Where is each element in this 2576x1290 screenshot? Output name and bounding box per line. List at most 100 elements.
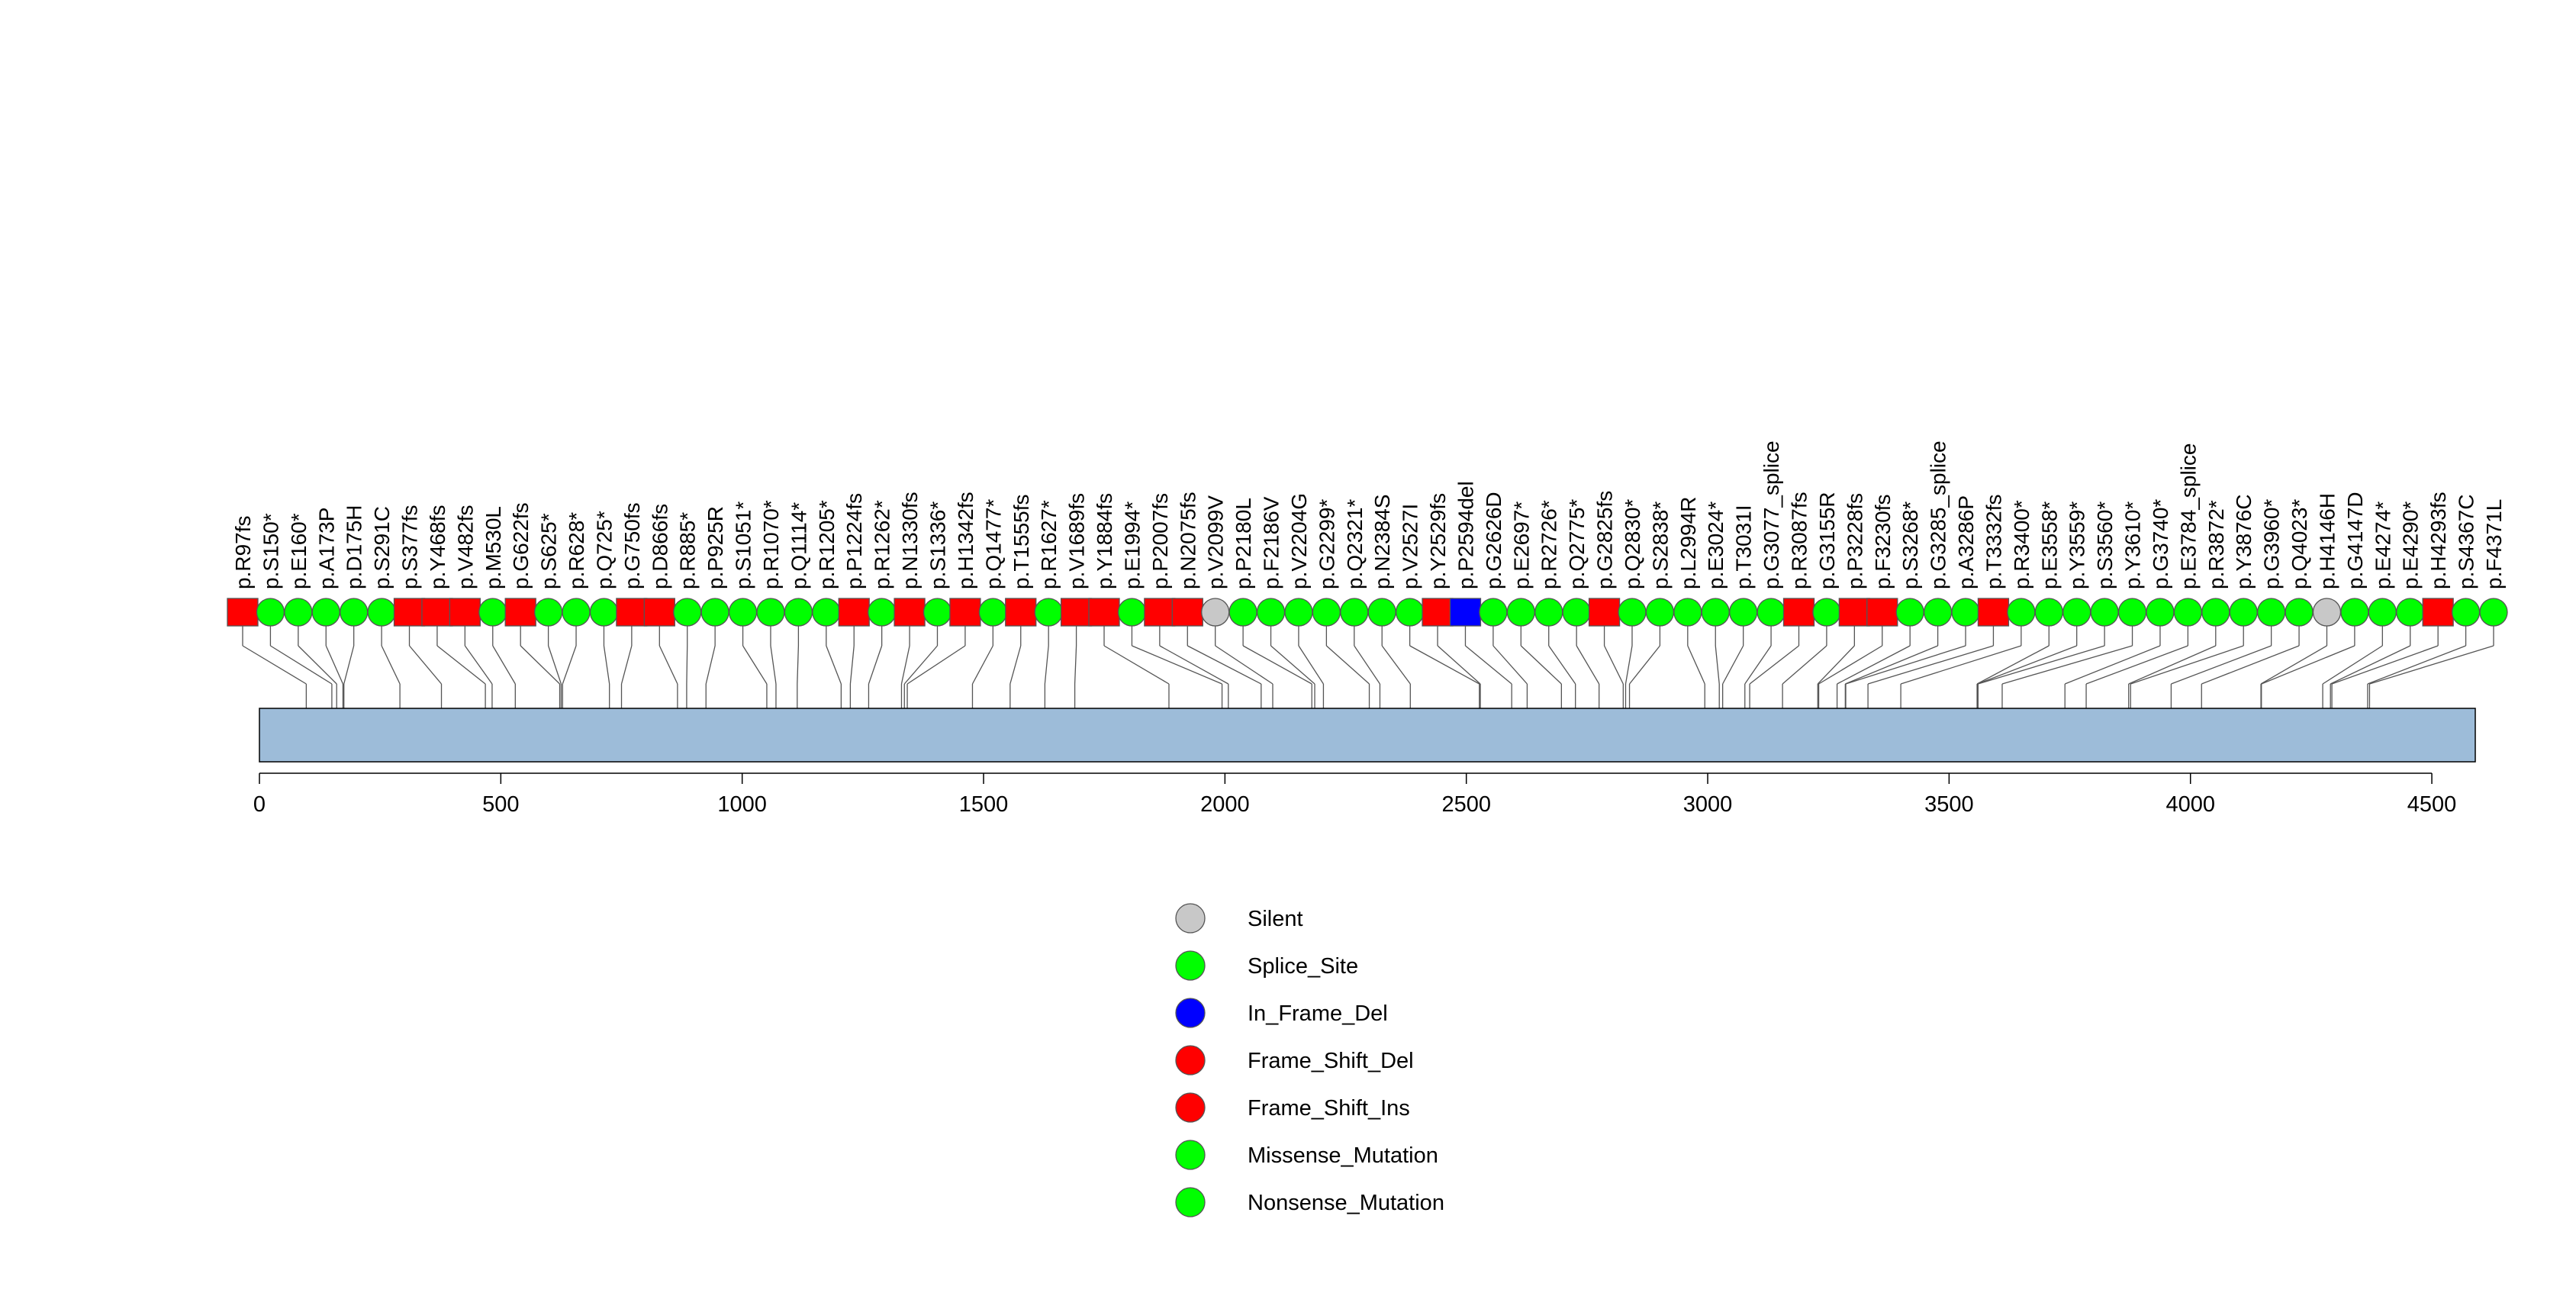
connector-diagonal [562,645,577,685]
connector-diagonal [409,645,443,685]
mutation-marker-square [1422,598,1454,627]
connector-diagonal [1624,645,1633,685]
mutation-marker-square [838,598,870,627]
mutation-label: p.S625* [537,513,561,589]
mutation-marker-square [449,598,481,627]
mutation-label: p.Q2775* [1565,499,1589,589]
legend-swatch [1175,1092,1206,1123]
mutation-label: p.S377fs [398,505,422,589]
connector-diagonal [900,645,910,685]
mutation-marker-circle [2062,598,2091,627]
connector-diagonal [2201,645,2300,685]
mutation-label: p.E2697* [1509,501,1533,589]
mutation-label: p.G3155R [1815,492,1839,589]
legend-label: Frame_Shift_Ins [1248,1096,1410,1121]
mutation-label: p.G750fs [620,502,644,589]
mutation-label: p.H1342fs [954,492,977,589]
mutation-marker-square [1866,598,1898,627]
connector-diagonal [1215,645,1274,685]
mutation-label: p.R1205* [815,500,839,589]
mutation-label: p.R628* [565,512,588,589]
mutation-marker-square [643,598,675,627]
mutation-label: p.R1070* [759,500,783,589]
connector-diagonal [1603,645,1624,685]
connector-diagonal [2260,645,2327,685]
connector-diagonal [2130,645,2244,685]
connector-diagonal [903,645,938,685]
mutation-marker-circle [2173,598,2203,627]
mutation-label: p.Y3876C [2232,494,2256,589]
connector-diagonal [325,645,344,685]
mutation-label: p.H4146H [2315,493,2339,589]
mutation-label: p.P1224fs [842,493,866,589]
mutation-label: p.E4274* [2371,501,2394,589]
connector-diagonal [658,645,678,685]
mutation-label: p.P2180L [1232,498,1255,589]
mutation-label: p.E3558* [2037,501,2061,589]
mutation-marker-square [949,598,981,627]
legend-swatch [1175,998,1206,1028]
mutation-marker-square [1005,598,1037,627]
connector-diagonal [1381,645,1411,685]
mutation-label: p.T3332fs [1982,494,2005,589]
connector-diagonal [1548,645,1576,685]
connector-diagonal [1242,645,1312,685]
connector-diagonal [1744,645,1772,685]
connector-diagonal [2171,645,2272,685]
mutation-marker-square [1449,598,1482,627]
mutation-marker-circle [2146,598,2175,627]
mutation-marker-circle [478,598,507,627]
mutation-marker-circle [2201,598,2230,627]
mutation-marker-square [1838,598,1870,627]
connector-diagonal [2330,645,2411,685]
mutation-label: p.Q1114* [787,502,810,589]
mutation-marker-square [616,598,648,627]
mutation-marker-circle [562,598,591,627]
mutation-marker-circle [1506,598,1535,627]
mutation-label: p.S3560* [2093,501,2117,589]
connector-diagonal [1818,645,1883,685]
mutation-label: p.P2007fs [1148,493,1172,589]
mutation-marker-circle [812,598,841,627]
connector-diagonal [705,645,716,685]
mutation-marker-circle [1479,598,1508,627]
mutation-marker-circle [1618,598,1647,627]
connector-diagonal [2322,645,2383,685]
mutation-marker-circle [2340,598,2369,627]
mutation-marker-circle [1534,598,1563,627]
mutation-label: p.R1262* [871,500,894,589]
mutation-marker-circle [784,598,813,627]
connector-diagonal [1976,645,2050,685]
mutation-marker-circle [1117,598,1147,627]
x-tick-label: 1500 [959,792,1009,817]
mutation-label: p.G3960* [2260,499,2284,589]
connector-diagonal [436,645,486,685]
mutation-label: p.G2825fs [1593,491,1617,589]
mutation-label: p.G3285_splice [1927,440,1950,589]
mutation-label: p.R1627* [1037,500,1061,589]
mutation-label: p.M530L [481,506,505,589]
x-tick-label: 1000 [717,792,767,817]
connector-diagonal [1187,645,1262,685]
x-tick-label: 4000 [2165,792,2215,817]
connector-diagonal [2064,645,2161,685]
mutation-marker-circle [2312,598,2342,627]
mutation-label: p.E1994* [1120,501,1144,589]
mutation-label: p.S291C [370,506,394,589]
connector-diagonal [620,645,633,685]
mutation-marker-circle [700,598,729,627]
mutation-marker-circle [284,598,313,627]
connector-diagonal [770,645,777,685]
mutation-marker-circle [1923,598,1953,627]
mutation-marker-square [894,598,926,627]
mutation-marker-circle [2396,598,2425,627]
connector-diagonal [1845,645,1966,685]
mutation-label: p.E4290* [2399,501,2423,589]
mutation-marker-circle [1340,598,1369,627]
legend-swatch [1175,1140,1206,1170]
connector-diagonal [1722,645,1744,685]
connector-diagonal [548,645,562,685]
mutation-marker-circle [2090,598,2119,627]
mutation-marker-circle [256,598,285,627]
